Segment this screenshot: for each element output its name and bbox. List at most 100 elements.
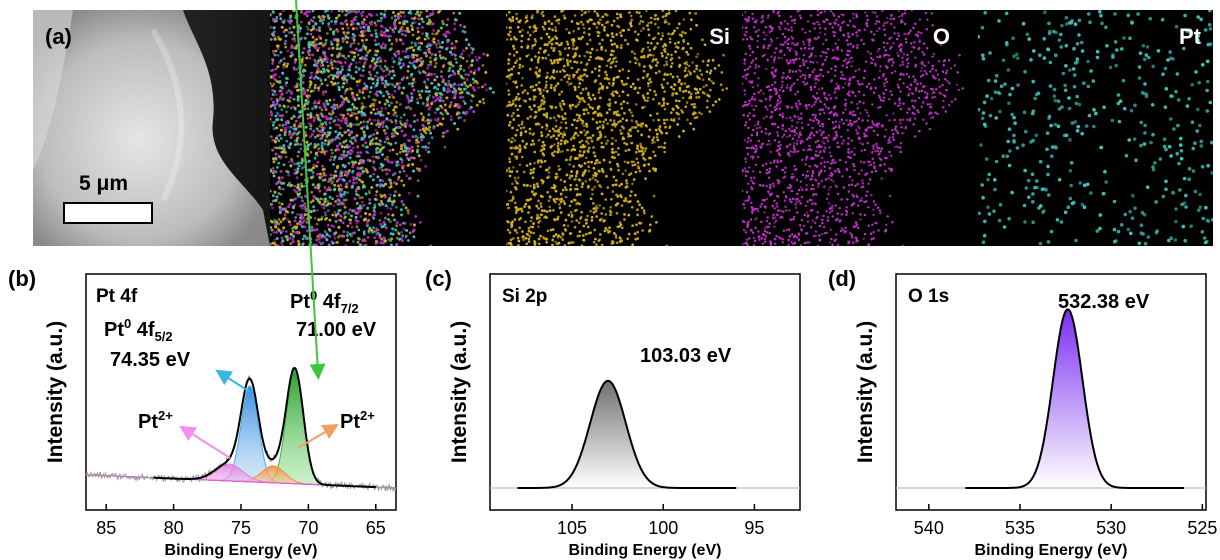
eds-dot (380, 199, 383, 203)
eds-dot (324, 123, 328, 126)
eds-dot (416, 10, 420, 14)
eds-dot (427, 113, 431, 116)
eds-dot (408, 46, 412, 50)
eds-dot (372, 216, 376, 220)
eds-dot (274, 49, 278, 53)
eds-dot (278, 89, 282, 93)
eds-dot (404, 235, 408, 239)
eds-dot (272, 50, 275, 53)
eds-dot (481, 85, 484, 89)
eds-dot (395, 236, 399, 240)
eds-dot (376, 131, 379, 135)
eds-dot (461, 29, 465, 33)
eds-dot (384, 10, 387, 13)
eds-dot (309, 28, 313, 32)
eds-dot (443, 130, 447, 134)
eds-dot (317, 147, 321, 151)
eds-dot (416, 179, 420, 183)
eds-dot (273, 106, 277, 110)
eds-dot (344, 198, 348, 202)
eds-dot (271, 148, 274, 152)
eds-dot (402, 227, 406, 231)
eds-dot (298, 188, 301, 192)
eds-dot (462, 49, 465, 53)
eds-dot (319, 79, 323, 82)
eds-dot (402, 183, 406, 187)
eds-dot (447, 79, 451, 83)
eds-dot (423, 80, 426, 84)
eds-dot (394, 228, 397, 232)
eds-dot (325, 216, 328, 220)
eds-dot (398, 21, 402, 25)
eds-dot (398, 81, 402, 85)
eds-dot (438, 54, 442, 58)
eds-dot (315, 101, 318, 105)
eds-dot (323, 230, 327, 233)
eds-dot (395, 38, 398, 41)
eds-dot (308, 94, 311, 98)
eds-dot (390, 16, 394, 20)
eds-dot (412, 235, 416, 239)
eds-dot (354, 123, 358, 126)
eds-dot (392, 30, 396, 34)
eds-dot (362, 44, 365, 48)
eds-dot (312, 119, 316, 123)
eds-dot (463, 30, 467, 34)
eds-dot (383, 140, 387, 144)
eds-dot (270, 226, 273, 229)
eds-dot (482, 101, 486, 105)
eds-dot (409, 11, 413, 15)
eds-dot (356, 53, 360, 57)
eds-dot (395, 100, 399, 104)
eds-dot (319, 64, 323, 68)
eds-dot (280, 118, 284, 122)
eds-dot (373, 236, 377, 240)
eds-dot (378, 219, 382, 222)
eds-dot (374, 29, 377, 32)
eds-dot (391, 65, 394, 69)
eds-dot (328, 234, 332, 238)
eds-dot (326, 209, 330, 213)
eds-dot (270, 117, 272, 121)
eds-dot (463, 25, 466, 29)
eds-dot (399, 65, 403, 69)
eds-dot (378, 166, 382, 170)
overlay-dots (270, 10, 495, 246)
eds-dot (393, 218, 396, 222)
eds-dot (417, 41, 421, 45)
eds-dot (413, 60, 416, 63)
eds-dot (307, 45, 311, 49)
eds-dot (322, 173, 326, 177)
eds-dot (383, 59, 387, 63)
eds-dot (405, 174, 409, 178)
eds-dot (364, 29, 368, 33)
eds-dot (293, 39, 297, 43)
eds-dot (336, 106, 340, 110)
eds-dot (356, 83, 359, 87)
eds-dot (394, 121, 398, 125)
eds-dot (286, 105, 290, 109)
eds-dot (347, 212, 350, 215)
eds-dot (281, 187, 285, 191)
eds-dot (289, 136, 293, 139)
eds-dot (416, 26, 420, 30)
eds-dot (331, 197, 334, 201)
eds-dot (388, 220, 392, 224)
eds-dot (334, 115, 338, 119)
eds-dot (355, 221, 359, 225)
eds-dot (288, 96, 292, 100)
eds-dot (285, 110, 288, 114)
eds-dot (279, 220, 283, 224)
eds-dot (306, 32, 309, 36)
eds-dot (317, 113, 321, 117)
eds-dot (354, 61, 358, 65)
eds-dot (457, 83, 461, 87)
eds-dot (387, 104, 391, 107)
eds-dot (303, 184, 306, 188)
eds-dot (381, 179, 385, 183)
eds-dot (355, 181, 358, 185)
eds-dot (308, 10, 311, 14)
eds-dot (454, 40, 458, 43)
eds-dot (321, 123, 324, 126)
eds-dot (287, 160, 291, 164)
